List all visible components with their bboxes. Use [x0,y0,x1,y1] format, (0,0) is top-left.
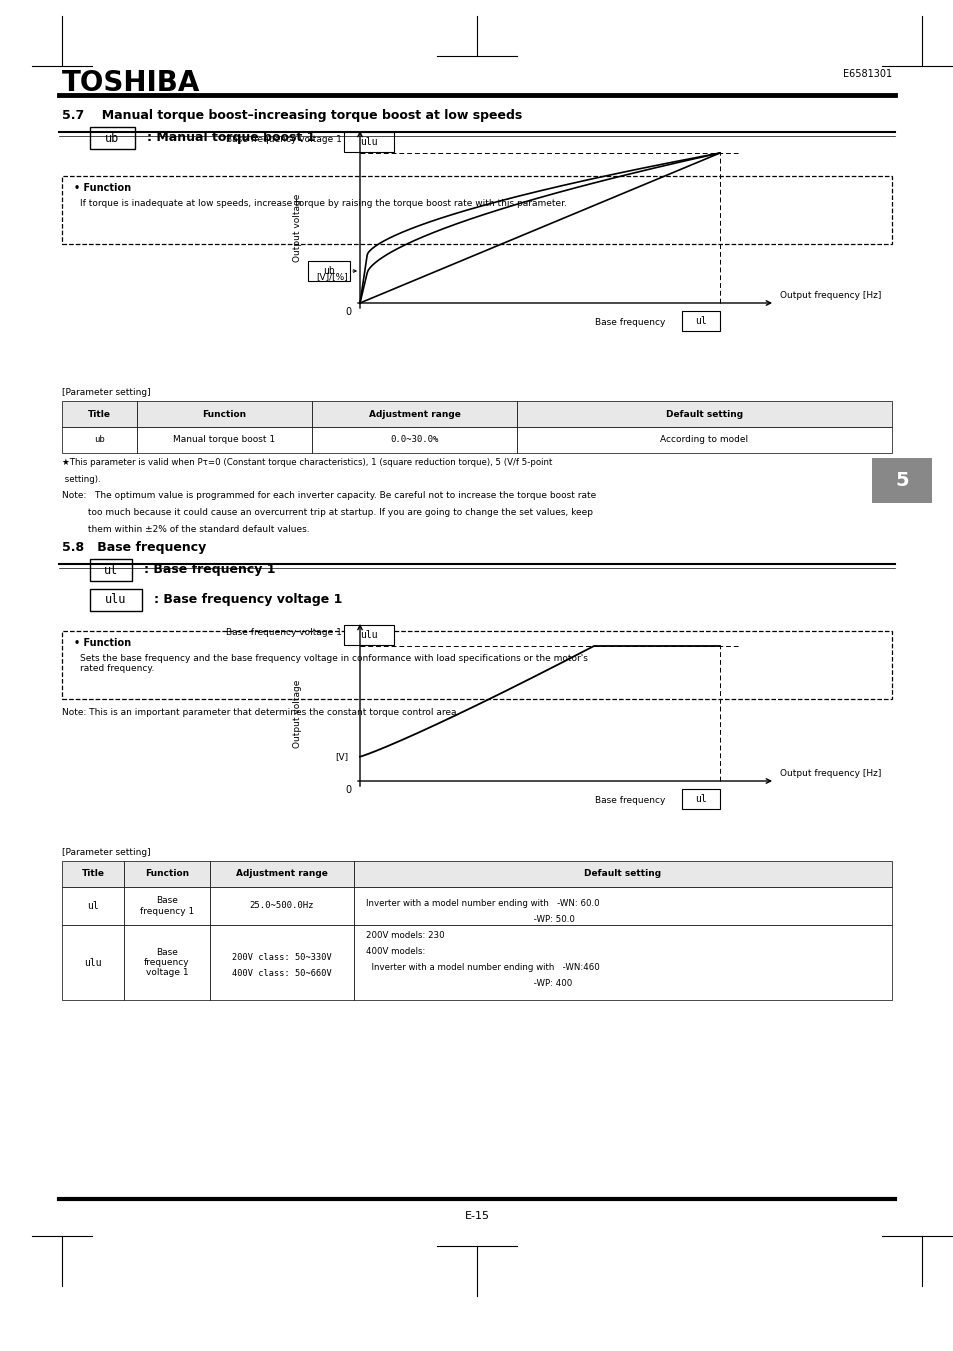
Bar [62,631,891,698]
Text: 0.0~30.0%: 0.0~30.0% [390,435,438,444]
Bar [354,861,891,888]
Bar [90,559,132,581]
Text: -WP: 400: -WP: 400 [366,979,572,988]
Text: Manual torque boost 1: Manual torque boost 1 [173,435,275,444]
Text: 200V class: 50~330V: 200V class: 50~330V [232,952,332,962]
Bar [354,888,891,925]
Text: 25.0~500.0Hz: 25.0~500.0Hz [250,901,314,911]
Text: Output frequency [Hz]: Output frequency [Hz] [780,769,881,778]
Text: ub: ub [94,435,105,444]
Text: Default setting: Default setting [665,409,742,419]
Text: ulu: ulu [360,136,377,147]
Bar [308,261,350,281]
Bar [517,401,891,427]
Text: Note:   The optimum value is programmed for each inverter capacity. Be careful n: Note: The optimum value is programmed fo… [62,490,596,500]
Text: Note: This is an important parameter that determines the constant torque control: Note: This is an important parameter tha… [62,708,459,717]
Text: [V]/[%]: [V]/[%] [315,272,348,281]
Text: Output voltage: Output voltage [294,193,302,262]
Bar [124,925,210,1000]
Text: : Base frequency voltage 1: : Base frequency voltage 1 [153,593,342,607]
Text: Base frequency voltage 1: Base frequency voltage 1 [226,135,341,145]
Bar [124,888,210,925]
Bar [312,427,517,453]
Text: 0: 0 [346,307,352,317]
Text: ul: ul [695,316,706,326]
Text: ul: ul [104,563,118,577]
Text: 400V models:: 400V models: [366,947,425,957]
Text: If torque is inadequate at low speeds, increase torque by raising the torque boo: If torque is inadequate at low speeds, i… [80,199,566,208]
Text: Base
frequency
voltage 1: Base frequency voltage 1 [144,947,190,977]
Bar [210,888,354,925]
Text: 0: 0 [346,785,352,794]
Text: [Parameter setting]: [Parameter setting] [62,848,151,857]
Bar [62,401,137,427]
Bar [344,626,394,644]
Text: [Parameter setting]: [Parameter setting] [62,388,151,397]
Text: • Function: • Function [74,182,131,193]
Bar [62,888,124,925]
Text: Adjustment range: Adjustment range [235,870,328,878]
Text: Adjustment range: Adjustment range [368,409,460,419]
Bar [681,311,720,331]
Text: 5: 5 [894,471,908,490]
Text: ★This parameter is valid when Pτ=0 (Constant torque characteristics), 1 (square : ★This parameter is valid when Pτ=0 (Cons… [62,458,552,467]
Text: ub: ub [105,131,119,145]
Text: : Base frequency 1: : Base frequency 1 [144,563,275,577]
Text: E6581301: E6581301 [842,69,891,78]
Text: Sets the base frequency and the base frequency voltage in conformance with load : Sets the base frequency and the base fre… [80,654,587,673]
Bar [354,925,891,1000]
Text: Base frequency: Base frequency [594,796,664,805]
Text: 5.7    Manual torque boost–increasing torque boost at low speeds: 5.7 Manual torque boost–increasing torqu… [62,109,521,122]
Text: Title: Title [88,409,111,419]
Text: 200V models: 230: 200V models: 230 [366,931,444,940]
Bar [681,789,720,809]
Text: ub: ub [323,266,335,276]
Bar [124,861,210,888]
Text: Title: Title [81,870,105,878]
Bar [62,925,124,1000]
Bar [90,127,135,149]
Text: ulu: ulu [84,958,102,967]
Text: : Manual torque boost 1: : Manual torque boost 1 [147,131,315,145]
Text: Function: Function [145,870,189,878]
Text: too much because it could cause an overcurrent trip at startup. If you are going: too much because it could cause an overc… [62,508,593,517]
Text: ul: ul [695,794,706,804]
Text: Output frequency [Hz]: Output frequency [Hz] [780,290,881,300]
Text: ul: ul [87,901,99,911]
Text: Output voltage: Output voltage [294,680,302,747]
Text: According to model: According to model [659,435,748,444]
Bar [62,176,891,245]
Text: -WP: 50.0: -WP: 50.0 [366,915,575,924]
Bar [517,427,891,453]
Text: them within ±2% of the standard default values.: them within ±2% of the standard default … [62,526,310,534]
Text: E-15: E-15 [464,1210,489,1221]
Text: ulu: ulu [105,593,127,607]
Text: 400V class: 50~660V: 400V class: 50~660V [232,970,332,978]
Bar [62,861,124,888]
Text: Function: Function [202,409,246,419]
Text: Base frequency: Base frequency [594,317,664,327]
Text: Inverter with a model number ending with   -WN: 60.0: Inverter with a model number ending with… [366,898,599,908]
Text: ulu: ulu [360,630,377,640]
Text: Base
frequency 1: Base frequency 1 [140,896,193,916]
Text: Inverter with a model number ending with   -WN:460: Inverter with a model number ending with… [366,963,599,971]
Bar [344,132,394,153]
Bar [90,589,142,611]
Text: • Function: • Function [74,638,131,648]
Bar [312,401,517,427]
Bar [210,861,354,888]
Bar [210,925,354,1000]
Text: setting).: setting). [62,476,100,484]
Bar [137,401,312,427]
Text: TOSHIBA: TOSHIBA [62,69,200,97]
Text: Base frequency voltage 1: Base frequency voltage 1 [226,628,341,638]
Bar [137,427,312,453]
Bar [871,458,931,503]
Text: [V]: [V] [335,753,348,761]
Text: 5.8   Base frequency: 5.8 Base frequency [62,540,206,554]
Bar [62,427,137,453]
Text: Default setting: Default setting [584,870,660,878]
